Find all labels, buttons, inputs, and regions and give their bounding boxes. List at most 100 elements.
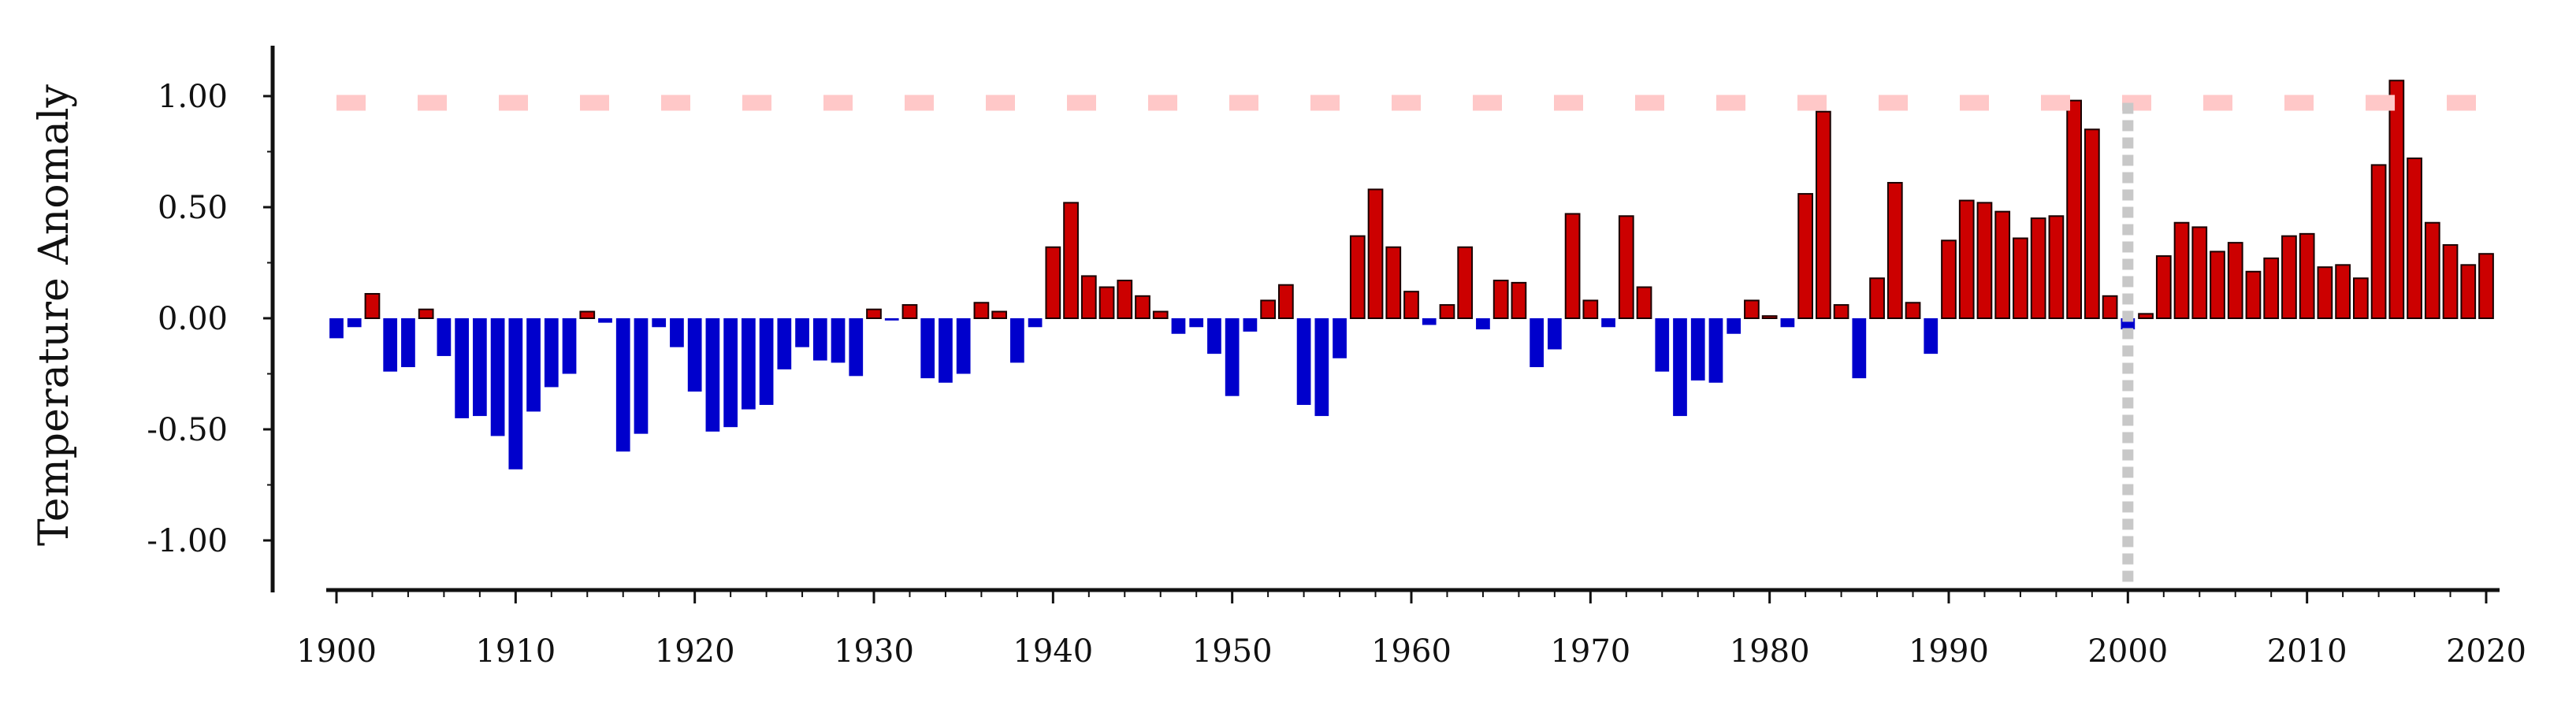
bar-1996 (2048, 215, 2065, 319)
bar-1963 (1457, 246, 1474, 320)
bar-2004 (2191, 226, 2208, 320)
bar-1959 (1385, 246, 1402, 320)
x-tick-label: 1970 (1550, 633, 1630, 670)
bar-1931 (884, 318, 899, 321)
bar-1947 (1171, 318, 1186, 334)
bar-2015 (2388, 80, 2405, 319)
bar-1922 (723, 318, 738, 428)
bar-1935 (956, 318, 971, 374)
bar-1910 (508, 318, 523, 470)
x-tick-label: 2020 (2446, 633, 2526, 670)
bar-1901 (347, 318, 362, 328)
y-tick-label: 1.00 (158, 79, 228, 115)
bar-1984 (1833, 304, 1849, 319)
bar-1906 (437, 318, 452, 356)
bar-1916 (615, 318, 630, 452)
bar-1943 (1098, 286, 1115, 319)
x-tick-label: 1950 (1192, 633, 1273, 670)
bar-1919 (670, 318, 684, 347)
bar-1964 (1476, 318, 1490, 330)
bar-1955 (1314, 318, 1329, 417)
bar-1928 (831, 318, 846, 363)
x-tick-label: 1930 (834, 633, 914, 670)
bar-1966 (1511, 281, 1527, 320)
bar-1941 (1063, 202, 1079, 319)
bar-1988 (1905, 302, 1921, 320)
bar-2012 (2335, 264, 2351, 320)
bar-1907 (455, 318, 469, 418)
bar-2010 (2299, 232, 2315, 319)
bar-1974 (1655, 318, 1670, 372)
bar-1905 (418, 308, 434, 320)
bar-2018 (2442, 243, 2459, 319)
bar-1930 (866, 308, 882, 320)
bar-1932 (901, 304, 918, 319)
bar-1986 (1869, 277, 1885, 319)
bar-1900 (329, 318, 344, 339)
bar-1965 (1492, 280, 1509, 319)
bar-1993 (1994, 210, 2011, 320)
bar-2019 (2460, 264, 2477, 320)
bar-1962 (1439, 304, 1455, 319)
bar-1979 (1744, 299, 1760, 320)
bar-1933 (920, 318, 935, 379)
bar-1953 (1278, 284, 1294, 320)
bar-1971 (1601, 318, 1615, 328)
x-tick-label: 1960 (1371, 633, 1452, 670)
bar-1998 (2084, 128, 2100, 319)
x-tick-label: 1990 (1909, 633, 1989, 670)
bar-2003 (2173, 221, 2190, 319)
y-axis-title: Temperature Anomaly (31, 84, 78, 545)
bar-1920 (687, 318, 702, 392)
x-tick-label: 2010 (2267, 633, 2347, 670)
bar-1949 (1207, 318, 1221, 354)
bar-1978 (1727, 318, 1741, 334)
bar-1904 (401, 318, 415, 368)
bar-1939 (1028, 318, 1043, 328)
bar-1961 (1422, 318, 1437, 325)
bar-1929 (849, 318, 864, 377)
bar-1972 (1618, 215, 1634, 319)
x-tick-label: 1920 (655, 633, 735, 670)
bar-1923 (742, 318, 756, 410)
bar-1909 (490, 318, 505, 436)
bar-1913 (562, 318, 577, 374)
bar-1902 (364, 292, 381, 320)
bar-1992 (1976, 202, 1993, 319)
bar-1995 (2030, 217, 2046, 320)
bar-1985 (1852, 318, 1867, 379)
bar-1934 (939, 318, 953, 383)
bar-1936 (973, 302, 990, 320)
bar-2013 (2353, 277, 2369, 319)
bar-1983 (1816, 110, 1831, 320)
bar-1987 (1886, 181, 1903, 319)
bar-1938 (1010, 318, 1024, 363)
bar-1925 (777, 318, 792, 369)
bar-2016 (2407, 157, 2422, 319)
bar-1958 (1367, 188, 1384, 319)
bar-1990 (1941, 239, 1957, 319)
x-tick-label: 1940 (1013, 633, 1093, 670)
bar-1970 (1582, 299, 1599, 320)
bar-2008 (2263, 257, 2280, 319)
bar-1944 (1117, 280, 1133, 319)
bar-1977 (1708, 318, 1723, 383)
bar-1924 (759, 318, 774, 405)
bar-2017 (2424, 221, 2440, 319)
y-tick-label: 0.00 (158, 301, 228, 337)
bar-2014 (2370, 164, 2387, 319)
x-tick-label: 1980 (1730, 633, 1810, 670)
bar-1980 (1761, 315, 1778, 319)
bar-1911 (526, 318, 541, 412)
bar-1968 (1548, 318, 1562, 350)
bar-2002 (2155, 255, 2172, 320)
bar-1999 (2102, 295, 2118, 319)
bar-2011 (2317, 266, 2333, 320)
bar-1918 (652, 318, 667, 328)
bar-1973 (1636, 286, 1652, 319)
bar-1960 (1403, 291, 1419, 320)
bar-1915 (598, 318, 612, 323)
bar-1948 (1189, 318, 1204, 328)
axes-layer: 1.00 0.50 0.00 -0.50 -1.00 1900 1910 1920 1930 19… (147, 46, 2526, 670)
